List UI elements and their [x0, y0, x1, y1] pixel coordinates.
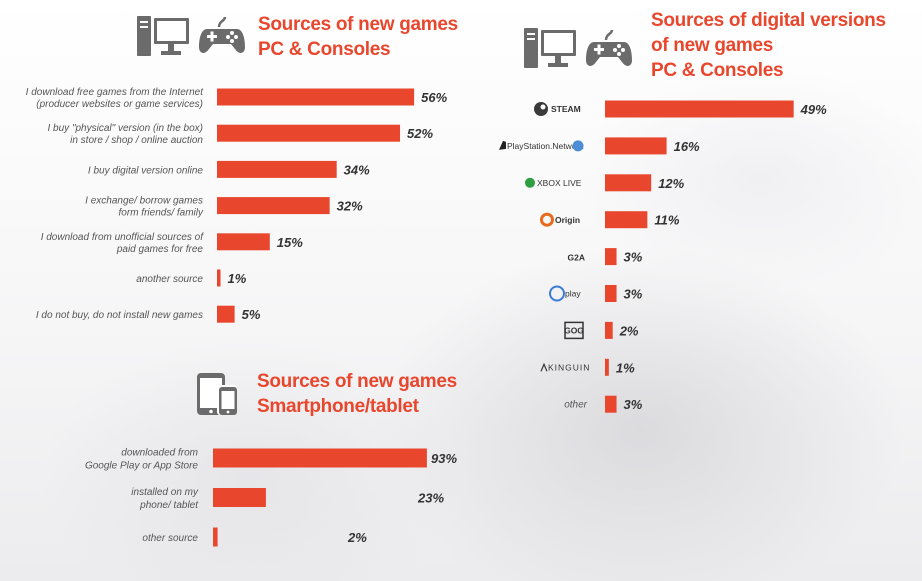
xbox-text: XBOX LIVE: [537, 178, 582, 188]
digital-title-line3: PC & Consoles: [651, 60, 784, 81]
category-label: form friends/ family: [119, 208, 204, 219]
bar: [605, 395, 617, 413]
value-label: 3%: [624, 250, 643, 265]
pc-title-line2: PC & Consoles: [258, 39, 391, 60]
kinguin-mark: [540, 362, 548, 372]
kinguin-logo: KINGUIN: [540, 362, 590, 372]
category-label: phone/ tablet: [139, 500, 199, 511]
bar: [217, 233, 270, 251]
category-label: installed on my: [131, 487, 199, 498]
bar: [213, 488, 266, 507]
digital-title-line2: of new games: [651, 35, 774, 56]
xbox-mark: [525, 177, 535, 188]
value-label: 2%: [347, 530, 367, 545]
value-label: 15%: [277, 235, 303, 250]
value-label: 34%: [344, 162, 370, 177]
value-label: 52%: [407, 126, 433, 141]
bar: [217, 305, 235, 323]
steam-mark-dot: [540, 104, 546, 110]
value-label: 49%: [800, 102, 827, 117]
value-label: 1%: [616, 360, 635, 375]
value-label: 1%: [228, 271, 247, 286]
uplay-mark: [549, 285, 565, 302]
category-label: (producer websites or game services): [36, 99, 203, 110]
category-label: other source: [142, 533, 198, 544]
origin-logo: Origin: [540, 212, 580, 227]
gog-box: [564, 321, 584, 340]
mobile-title-line2: Smartphone/tablet: [257, 396, 419, 417]
smartphone-tablet-title: Sources of new games Smartphone/tablet: [257, 369, 457, 419]
category-label: I buy digital version online: [88, 165, 204, 176]
bar: [213, 527, 218, 547]
digital-title-line1: Sources of digital versions: [651, 10, 886, 31]
category-label: paid games for free: [116, 244, 204, 255]
value-label: 3%: [624, 397, 643, 412]
steam-text: STEAM: [551, 104, 581, 114]
g2a-text: G2A: [568, 253, 585, 263]
bar: [605, 174, 652, 192]
value-label: 2%: [619, 323, 639, 338]
category-label: in store / shop / online auction: [70, 135, 203, 146]
g2a-logo: G2A: [568, 253, 585, 263]
category-label: I download free games from the Internet: [26, 87, 205, 98]
category-label: downloaded from: [121, 448, 198, 459]
value-label: 56%: [421, 90, 447, 105]
xbox-live-logo: XBOX LIVE: [525, 177, 582, 188]
value-label: 32%: [337, 199, 363, 214]
gog-text: GOG: [564, 325, 584, 335]
value-label: 3%: [624, 287, 643, 302]
value-label: 23%: [417, 491, 444, 506]
psn-circle: [572, 140, 584, 152]
pc-consoles-title: Sources of new games PC & Consoles: [258, 12, 458, 62]
pc-title-line1: Sources of new games: [258, 14, 458, 35]
bar: [605, 248, 617, 266]
bar: [217, 197, 330, 215]
pc-sources-chart: 56% I download free games from the Intern…: [26, 87, 448, 323]
category-label: I buy "physical" version (in the box): [47, 123, 203, 134]
gamepad-icon: [586, 30, 632, 66]
origin-mark: [540, 212, 554, 227]
value-label: 5%: [242, 307, 261, 322]
bar: [217, 124, 401, 142]
value-label: 93%: [431, 451, 457, 466]
category-label: I exchange/ borrow games: [85, 196, 203, 207]
kinguin-text: KINGUIN: [548, 362, 590, 372]
steam-logo: STEAM: [534, 102, 581, 116]
digital-versions-title: Sources of digital versions of new games…: [651, 8, 886, 83]
category-label: Google Play or App Store: [85, 461, 198, 472]
gamepad-icon: [199, 17, 245, 53]
bar: [217, 160, 337, 178]
origin-text: Origin: [555, 215, 580, 225]
psn-text: PlayStation.Network: [507, 141, 584, 151]
playstation-network-logo: PlayStation.Network: [499, 140, 584, 152]
gog-logo: GOG: [564, 321, 584, 340]
bar: [605, 321, 613, 339]
uplay-logo: play: [549, 285, 581, 302]
bar: [605, 211, 648, 229]
ps-mark: [499, 140, 506, 150]
steam-mark: [534, 102, 548, 116]
bar: [217, 88, 415, 106]
uplay-text: play: [565, 289, 581, 299]
mobile-title-line1: Sources of new games: [257, 371, 457, 392]
category-label: another source: [136, 274, 203, 285]
category-label: I download from unofficial sources of: [41, 232, 205, 243]
category-label: other: [564, 400, 587, 411]
bar: [217, 269, 221, 287]
mobile-sources-chart: 93% 23% 2% downloaded from Google Play or Ap…: [85, 448, 457, 547]
category-label: I do not buy, do not install new games: [36, 310, 203, 321]
digital-sources-chart: 49% STEAM 16% PlayStation.Network 12% XBOX LI…: [499, 100, 827, 413]
value-label: 16%: [674, 139, 700, 154]
bar: [605, 100, 794, 118]
value-label: 11%: [654, 213, 679, 228]
phone-tablet-icon: [197, 373, 237, 415]
bar: [213, 448, 427, 468]
bar: [605, 285, 617, 302]
bar: [605, 358, 609, 376]
computer-icon: [524, 28, 576, 68]
value-label: 12%: [658, 176, 684, 191]
computer-icon: [137, 16, 189, 56]
bar: [605, 137, 667, 155]
